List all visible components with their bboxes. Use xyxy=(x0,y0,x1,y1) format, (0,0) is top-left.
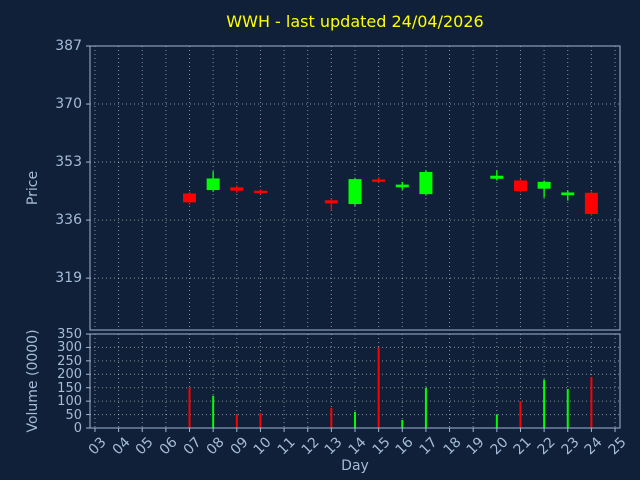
price-tick-label: 387 xyxy=(55,38,82,54)
volume-tick-label: 150 xyxy=(57,380,82,396)
price-axis-label: Price xyxy=(25,170,41,206)
candles xyxy=(183,170,598,216)
candle-body xyxy=(419,171,433,195)
candle-body xyxy=(206,178,220,191)
candle-body xyxy=(372,179,386,182)
price-tick-label: 319 xyxy=(55,270,82,287)
candle-body xyxy=(253,190,267,194)
volume-tick-label: 350 xyxy=(57,327,82,342)
candle-body xyxy=(490,175,504,179)
candle-body xyxy=(183,193,197,203)
volume-tick-label: 200 xyxy=(57,367,82,383)
grid-lines xyxy=(90,45,620,429)
price-tick-label: 353 xyxy=(55,154,82,171)
x-axis-label: Day xyxy=(341,458,369,474)
candle-body xyxy=(584,192,598,214)
candle-body xyxy=(348,179,362,205)
price-tick-label: 370 xyxy=(55,96,82,113)
candle-body xyxy=(230,187,244,191)
candle-body xyxy=(561,192,575,196)
axes-frame xyxy=(86,45,621,432)
candle-body xyxy=(537,181,551,189)
volume-tick-label: 0 xyxy=(73,421,82,436)
candle-body xyxy=(513,180,527,192)
chart-title: WWH - last updated 24/04/2026 xyxy=(226,12,484,31)
candle-body xyxy=(324,200,338,204)
volume-tick-label: 250 xyxy=(57,353,82,369)
candle-body xyxy=(395,184,409,188)
price-tick-label: 336 xyxy=(55,212,82,229)
volume-bars xyxy=(188,347,593,428)
volume-tick-label: 50 xyxy=(65,407,82,423)
volume-tick-label: 300 xyxy=(57,340,82,356)
volume-tick-label: 100 xyxy=(57,394,82,410)
